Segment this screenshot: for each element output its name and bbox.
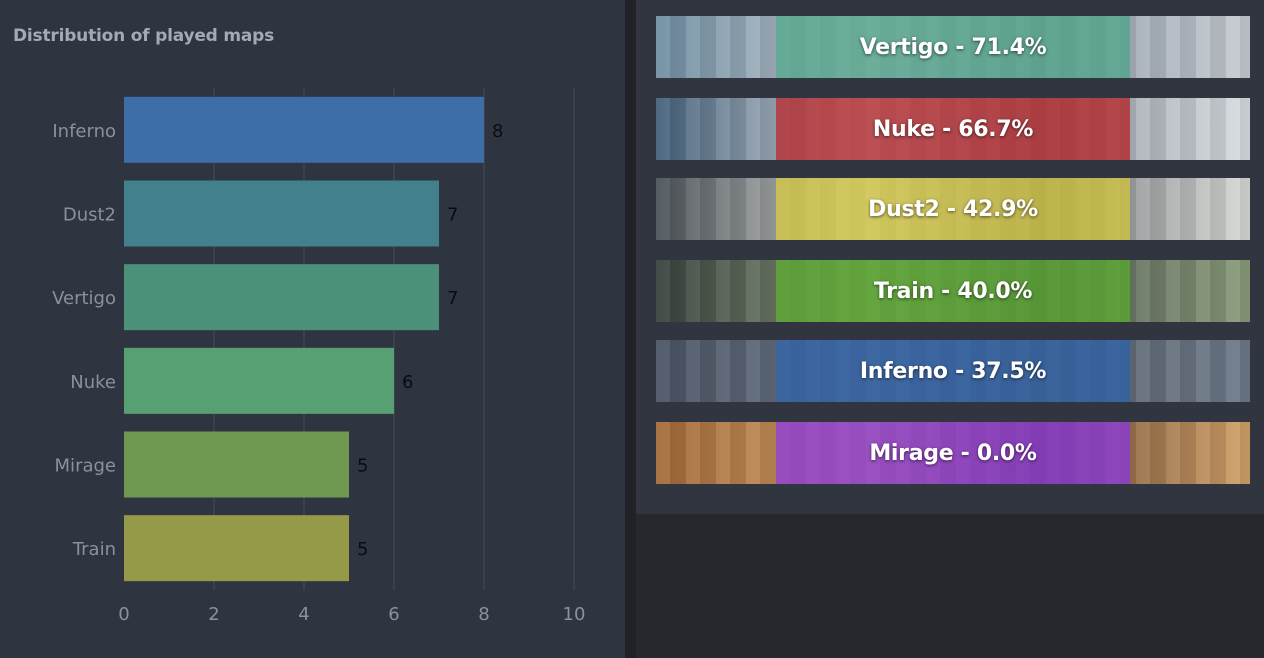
y-tick-label: Vertigo bbox=[52, 288, 116, 309]
y-tick-label: Inferno bbox=[52, 121, 116, 142]
map-winrate-label: Nuke - 66.7% bbox=[872, 116, 1034, 142]
map-color-overlay bbox=[776, 260, 1130, 322]
map-banner[interactable]: Mirage - 0.0% bbox=[656, 422, 1250, 484]
map-banner[interactable]: Nuke - 66.7% bbox=[656, 98, 1250, 160]
bar-train[interactable] bbox=[124, 515, 349, 582]
map-banner[interactable]: Train - 40.0% bbox=[656, 260, 1250, 322]
x-tick-label: 2 bbox=[208, 604, 219, 625]
bar-value-label: 7 bbox=[447, 205, 458, 226]
map-winrate-label: Vertigo - 71.4% bbox=[859, 34, 1047, 60]
y-tick-label: Dust2 bbox=[63, 205, 116, 226]
map-color-overlay bbox=[776, 16, 1130, 78]
chart-title: Distribution of played maps bbox=[13, 26, 275, 46]
y-tick-label: Nuke bbox=[70, 372, 116, 393]
map-banner[interactable]: Dust2 - 42.9% bbox=[656, 178, 1250, 240]
chart-panel: Distribution of played maps 8 Inferno 7 Dus… bbox=[0, 0, 625, 658]
map-winrate-panel: Vertigo - 71.4% Nuke - 66.7% Dust2 - 42.9%… bbox=[636, 0, 1264, 514]
map-banner[interactable]: Vertigo - 71.4% bbox=[656, 16, 1250, 78]
map-color-overlay bbox=[776, 178, 1130, 240]
x-tick-label: 4 bbox=[298, 604, 309, 625]
lower-empty-area bbox=[636, 514, 1264, 658]
map-color-overlay bbox=[776, 98, 1130, 160]
map-winrate-label: Train - 40.0% bbox=[873, 278, 1033, 304]
bar-nuke[interactable] bbox=[124, 347, 394, 414]
bar-vertigo[interactable] bbox=[124, 264, 439, 331]
x-tick-label: 8 bbox=[478, 604, 489, 625]
bar-value-label: 6 bbox=[402, 372, 413, 393]
bar-value-label: 7 bbox=[447, 288, 458, 309]
y-tick-label: Train bbox=[72, 539, 116, 560]
x-tick-label: 0 bbox=[118, 604, 129, 625]
map-winrate-label: Inferno - 37.5% bbox=[859, 358, 1047, 384]
bar-inferno[interactable] bbox=[124, 96, 484, 163]
bar-value-label: 8 bbox=[492, 121, 503, 142]
y-tick-label: Mirage bbox=[55, 456, 116, 477]
panel-divider bbox=[625, 0, 636, 658]
x-tick-label: 6 bbox=[388, 604, 399, 625]
bar-value-label: 5 bbox=[357, 456, 368, 477]
map-banner[interactable]: Inferno - 37.5% bbox=[656, 340, 1250, 402]
bar-value-label: 5 bbox=[357, 539, 368, 560]
map-winrate-label: Mirage - 0.0% bbox=[869, 440, 1037, 466]
map-winrate-label: Dust2 - 42.9% bbox=[868, 196, 1038, 222]
bar-mirage[interactable] bbox=[124, 431, 349, 498]
map-color-overlay bbox=[776, 422, 1130, 484]
bar-chart: 8 Inferno 7 Dust2 7 Vertigo 6 Nuke 5 Mirage 5 Train… bbox=[52, 88, 586, 625]
x-tick-label: 10 bbox=[563, 604, 586, 625]
map-color-overlay bbox=[776, 340, 1130, 402]
bar-dust2[interactable] bbox=[124, 180, 439, 247]
